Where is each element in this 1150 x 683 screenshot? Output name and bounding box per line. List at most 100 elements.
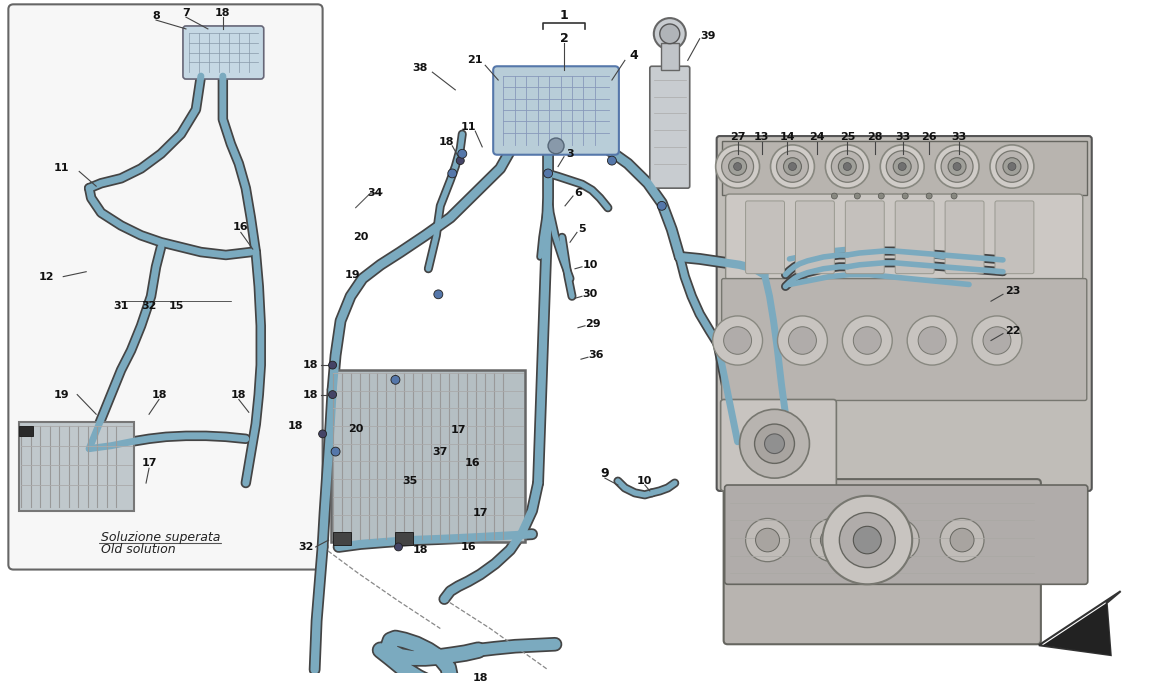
Text: 38: 38 <box>413 64 428 73</box>
FancyBboxPatch shape <box>183 26 263 79</box>
Circle shape <box>434 290 443 298</box>
Text: 18: 18 <box>215 8 231 18</box>
Circle shape <box>654 18 685 50</box>
Circle shape <box>713 316 762 365</box>
Circle shape <box>953 163 961 171</box>
Text: 16: 16 <box>460 542 476 552</box>
Text: 10: 10 <box>637 476 652 486</box>
Circle shape <box>394 543 402 551</box>
Text: 7: 7 <box>182 8 190 18</box>
Text: 39: 39 <box>700 31 715 41</box>
Text: 13: 13 <box>754 132 769 142</box>
Text: 1: 1 <box>560 9 568 22</box>
Circle shape <box>935 145 979 188</box>
Text: 31: 31 <box>114 301 129 311</box>
Circle shape <box>951 193 957 199</box>
Circle shape <box>329 391 337 398</box>
Text: 6: 6 <box>574 188 582 198</box>
Text: 12: 12 <box>39 272 54 281</box>
Bar <box>330 370 526 542</box>
Circle shape <box>853 326 881 354</box>
Circle shape <box>756 528 780 552</box>
Bar <box>20 426 33 436</box>
Circle shape <box>789 163 797 171</box>
Circle shape <box>745 518 790 561</box>
Bar <box>396 532 413 545</box>
Circle shape <box>996 151 1028 182</box>
Circle shape <box>776 151 808 182</box>
Text: 30: 30 <box>582 290 598 299</box>
Circle shape <box>754 424 795 463</box>
Bar <box>20 422 135 511</box>
Text: 16: 16 <box>233 223 248 232</box>
Circle shape <box>907 316 957 365</box>
FancyBboxPatch shape <box>895 201 934 274</box>
Text: 32: 32 <box>298 542 313 552</box>
Text: 18: 18 <box>302 360 319 370</box>
Text: Old solution: Old solution <box>101 544 176 557</box>
FancyBboxPatch shape <box>722 279 1087 400</box>
Text: 18: 18 <box>231 389 246 400</box>
Text: 11: 11 <box>460 122 476 133</box>
Circle shape <box>887 151 918 182</box>
Text: 2: 2 <box>560 32 568 45</box>
Circle shape <box>789 326 816 354</box>
Text: 18: 18 <box>438 137 454 147</box>
FancyBboxPatch shape <box>796 201 835 274</box>
Text: 17: 17 <box>473 507 488 518</box>
Circle shape <box>329 361 337 369</box>
Circle shape <box>854 193 860 199</box>
Circle shape <box>983 326 1011 354</box>
FancyBboxPatch shape <box>723 479 1041 644</box>
Circle shape <box>739 409 810 478</box>
Text: 33: 33 <box>951 132 967 142</box>
FancyBboxPatch shape <box>745 201 784 274</box>
Text: 10: 10 <box>582 260 598 270</box>
FancyBboxPatch shape <box>726 194 1083 281</box>
Text: 16: 16 <box>465 458 480 469</box>
Circle shape <box>853 527 881 554</box>
Circle shape <box>391 376 400 385</box>
Text: 35: 35 <box>402 476 417 486</box>
Text: 22: 22 <box>1005 326 1021 335</box>
Bar <box>661 42 678 70</box>
Circle shape <box>894 158 911 176</box>
Circle shape <box>820 528 844 552</box>
Text: 19: 19 <box>345 270 360 279</box>
Polygon shape <box>1043 603 1111 655</box>
Text: 23: 23 <box>1005 286 1021 296</box>
Circle shape <box>940 518 984 561</box>
Circle shape <box>880 145 925 188</box>
Circle shape <box>842 316 892 365</box>
FancyBboxPatch shape <box>650 66 690 188</box>
Text: 18: 18 <box>152 389 167 400</box>
Text: 14: 14 <box>780 132 796 142</box>
Text: 28: 28 <box>867 132 883 142</box>
Text: 37: 37 <box>432 447 448 457</box>
Circle shape <box>903 193 908 199</box>
Circle shape <box>926 193 933 199</box>
Text: 4: 4 <box>629 49 638 62</box>
Circle shape <box>941 151 973 182</box>
Circle shape <box>607 156 616 165</box>
Circle shape <box>770 145 814 188</box>
FancyBboxPatch shape <box>721 400 836 491</box>
Circle shape <box>990 145 1034 188</box>
Text: 11: 11 <box>54 163 69 173</box>
Circle shape <box>723 326 752 354</box>
FancyBboxPatch shape <box>845 201 884 274</box>
Circle shape <box>826 145 869 188</box>
Text: 33: 33 <box>896 132 911 142</box>
Circle shape <box>1003 158 1021 176</box>
Text: 15: 15 <box>168 301 184 311</box>
Circle shape <box>875 518 919 561</box>
Circle shape <box>439 673 447 682</box>
Circle shape <box>918 326 946 354</box>
Circle shape <box>765 434 784 454</box>
Circle shape <box>777 316 827 365</box>
Circle shape <box>886 528 910 552</box>
Circle shape <box>734 163 742 171</box>
Circle shape <box>950 528 974 552</box>
Circle shape <box>783 158 802 176</box>
Text: 18: 18 <box>302 389 319 400</box>
